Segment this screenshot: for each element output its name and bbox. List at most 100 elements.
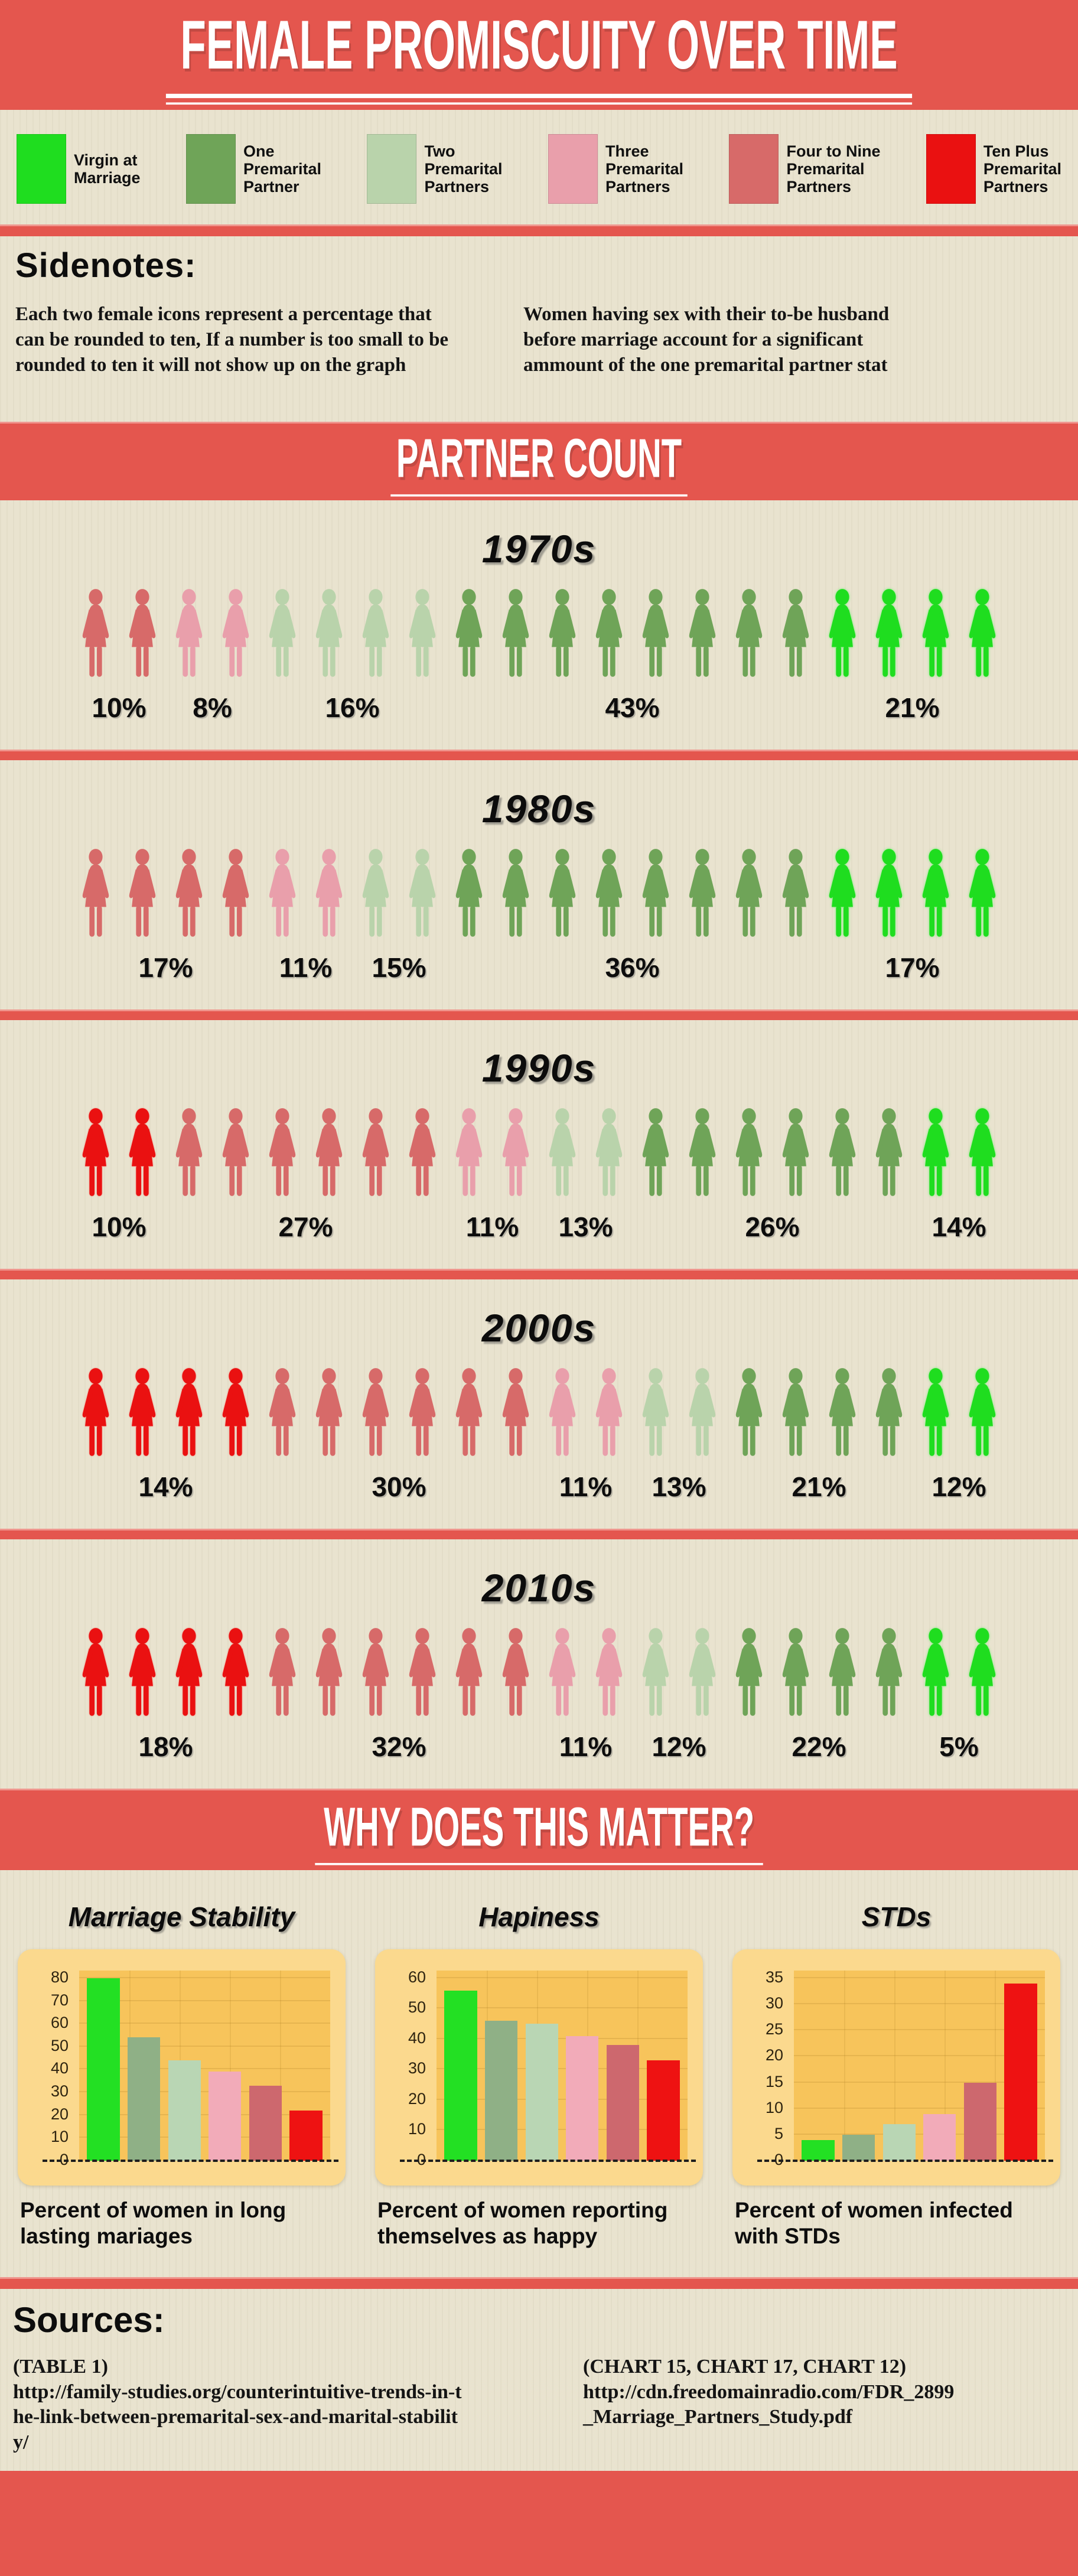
group-three: 11% [451,1106,534,1243]
group-icons-one [731,1626,907,1725]
woman-icon-one [731,1626,767,1725]
percent-label: 36% [605,952,660,983]
legend-item-tenPlus: Ten Plus Premarital Partners [926,134,1061,204]
y-axis-tick-label: 80 [50,1968,69,1986]
decade-2000s: 2000s 14% 30% 11% 13% 21% 12% [0,1279,1078,1529]
sidenotes-columns: Each two female icons represent a percen… [15,302,1063,378]
group-virgin: 14% [917,1106,1001,1243]
group-fourToNine: 32% [264,1626,534,1763]
bar-two [168,2060,201,2161]
woman-icon-one [684,587,721,686]
woman-icon-virgin [824,846,861,946]
legend-item-one: One Premarital Partner [185,134,321,204]
percent-label: 10% [92,1212,146,1243]
y-axis-tick-label: 20 [50,2105,69,2123]
gridline-vertical [995,1971,996,2161]
woman-icon-two [264,587,301,686]
woman-icon-two [357,587,394,686]
woman-icon-two [404,846,441,946]
gridline-horizontal [794,1976,1045,1978]
bar-series [79,1971,330,2161]
gridline-horizontal [79,2113,330,2115]
woman-icon-tenPlus [217,1366,254,1465]
group-icons-virgin [824,846,1001,946]
woman-icon-one [731,846,767,946]
group-icons-virgin [824,587,1001,686]
woman-icon-two [357,846,394,946]
decade-title: 1990s [481,1046,597,1090]
legend-swatch-one [185,134,236,204]
woman-icon-fourToNine [357,1626,394,1725]
gridline-horizontal [79,2137,330,2138]
group-two: 12% [637,1626,721,1763]
decade-pictographs: 1970s 10% 8% 16% 43% 21% 1980s 17% 11% 15% 36% 17% 1… [0,500,1078,1789]
woman-icon-fourToNine [171,1106,207,1205]
decade-icon-row: 18% 32% 11% 12% 22% 5% [77,1626,1001,1763]
group-icons-two [637,1366,721,1465]
woman-icon-three [591,1366,627,1465]
woman-icon-one [777,1626,814,1725]
group-one: 26% [637,1106,907,1243]
percent-label: 21% [885,692,940,723]
gridline-horizontal [794,2055,1045,2057]
legend-label-tenPlus: Ten Plus Premarital Partners [983,142,1061,196]
legend-label-fourToNine: Four to Nine Premarital Partners [786,142,881,196]
chart-caption: Percent of women in long lasting mariage… [20,2198,286,2248]
gridline-horizontal [79,1976,330,1978]
gridline-horizontal [79,1999,330,2001]
woman-icon-fourToNine [404,1626,441,1725]
woman-icon-one [731,587,767,686]
woman-icon-three [451,1106,487,1205]
group-one: 21% [731,1366,907,1503]
woman-icon-two [311,587,347,686]
group-fourToNine: 17% [77,846,254,983]
bar-series [437,1971,688,2161]
divider [0,1529,1078,1540]
gridline-horizontal [437,2068,688,2070]
woman-icon-one [824,1366,861,1465]
bar-tenPlus [647,2060,680,2161]
gridline-horizontal [79,2091,330,2093]
divider [0,1009,1078,1020]
woman-icon-virgin [917,1106,954,1205]
page-title-wrap: FEMALE PROMISCUITY OVER TIME [166,5,912,105]
decade-title: 2010s [481,1566,597,1610]
legend-item-virgin: Virgin at Marriage [17,134,141,204]
woman-icon-virgin [917,1366,954,1465]
group-virgin: 5% [917,1626,1001,1763]
woman-icon-virgin [871,846,907,946]
woman-icon-one [777,587,814,686]
y-axis-tick-label: 50 [50,2036,69,2054]
woman-icon-one [591,587,627,686]
woman-icon-one [637,587,674,686]
woman-icon-fourToNine [404,1366,441,1465]
gridline-vertical [945,1971,946,2161]
percent-label: 10% [92,692,146,723]
woman-icon-three [544,1366,581,1465]
percent-label: 12% [932,1471,986,1503]
title-underline [166,93,912,98]
y-axis-tick-label: 40 [408,2028,426,2047]
zero-baseline [43,2160,338,2162]
bar-three [923,2113,956,2161]
chart-caption: Percent of women reporting themselves as… [377,2198,668,2248]
woman-icon-one [591,846,627,946]
y-axis-tick-label: 10 [50,2128,69,2146]
woman-icon-two [544,1106,581,1205]
woman-icon-fourToNine [497,1626,534,1725]
woman-icon-fourToNine [497,1366,534,1465]
group-icons-three [451,1106,534,1205]
group-icons-one [451,846,814,946]
legend-swatch-virgin [17,134,66,204]
decade-icon-row: 14% 30% 11% 13% 21% 12% [77,1366,1001,1503]
source-left-link[interactable]: http://family-studies.org/counterintuiti… [13,2380,462,2453]
group-tenPlus: 10% [77,1106,161,1243]
chart-caption: Percent of women infected with STDs [735,2198,1013,2248]
woman-icon-tenPlus [124,1366,161,1465]
bar-two [525,2024,558,2161]
woman-icon-fourToNine [311,1626,347,1725]
woman-icon-three [591,1626,627,1725]
y-axis-tick-label: 30 [50,2082,69,2100]
zero-baseline [757,2160,1053,2162]
source-right-link[interactable]: http://cdn.freedomainradio.com/FDR_2899_… [583,2380,955,2428]
